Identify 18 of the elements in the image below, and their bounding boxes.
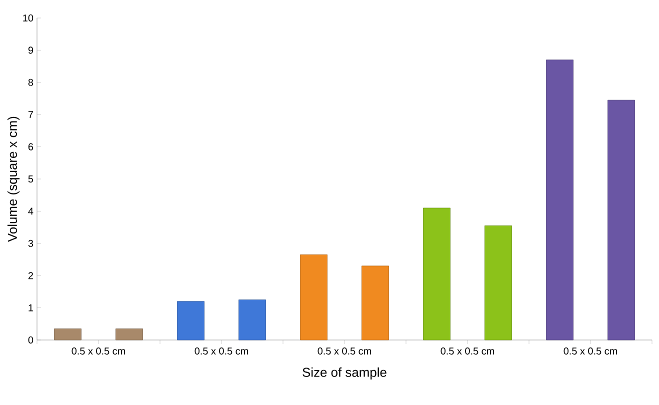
y-tick-label: 7 (28, 111, 33, 118)
x-tick-label: 0.5 x 0.5 cm (72, 348, 125, 355)
y-tick-label: 0 (28, 336, 34, 344)
y-tick-label: 5 (28, 176, 34, 182)
x-tick-label: 0.5 x 0.5 cm (440, 348, 494, 355)
y-tick-label: 9 (28, 46, 34, 54)
y-tick-label: 10 (23, 14, 34, 22)
y-tick-label: 4 (28, 208, 34, 215)
y-tick-label: 6 (28, 143, 34, 150)
x-tick-label: 0.5 x 0.5 cm (318, 348, 371, 355)
y-axis-title: Volume (square x cm) (7, 116, 20, 242)
x-axis-title: Size of sample (302, 367, 386, 380)
y-tick-label: 8 (28, 78, 34, 86)
y-tick-label: 2 (28, 272, 33, 280)
y-tick-label: 1 (28, 304, 33, 312)
x-tick-label: 0.5 x 0.5 cm (564, 348, 617, 355)
y-tick-label: 3 (28, 240, 34, 247)
x-tick-label: 0.5 x 0.5 cm (194, 348, 248, 355)
